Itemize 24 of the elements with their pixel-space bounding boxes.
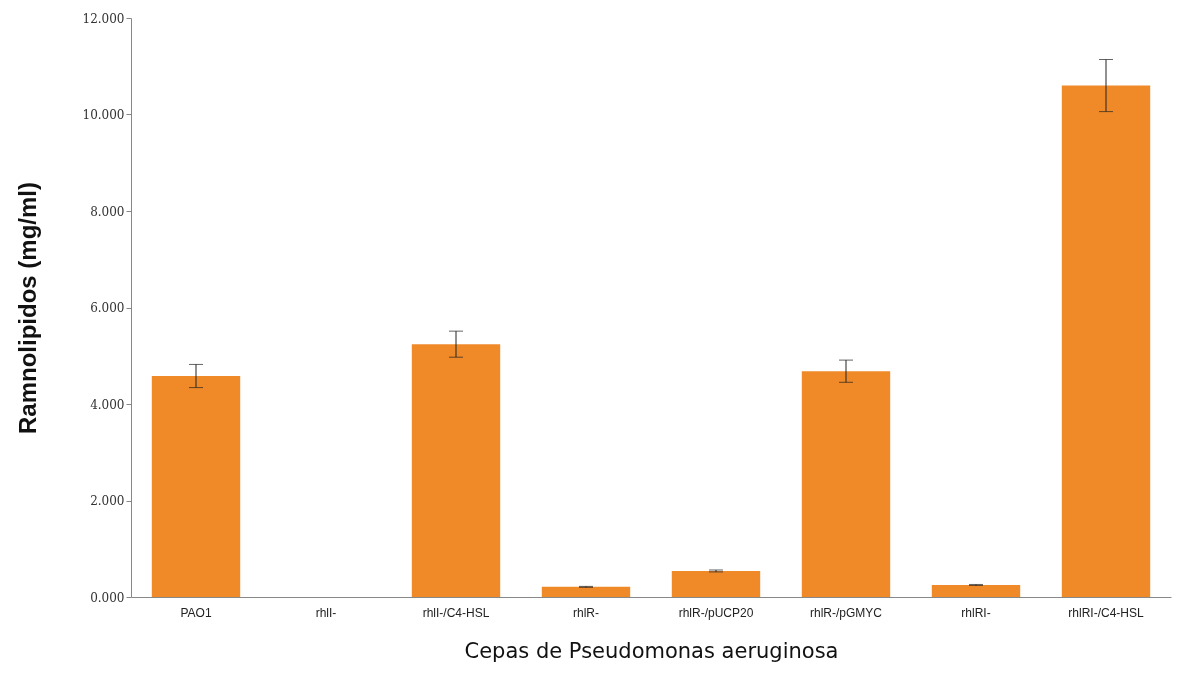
x-tick-label: rhlI- <box>315 605 337 620</box>
x-tick-label: rhlRI- <box>961 605 991 620</box>
x-axis-title: Cepas de Pseudomonas aeruginosa <box>464 638 839 663</box>
x-tick-label: rhlR-/pGMYC <box>809 605 883 620</box>
y-tick-label: 0.000 <box>90 590 125 605</box>
bar <box>411 344 501 597</box>
y-axis-title: Ramnolipidos (mg/ml) <box>13 182 41 434</box>
x-tick-label: rhlR-/pUCP20 <box>678 605 754 620</box>
bar <box>931 584 1021 597</box>
x-tick-label: rhlR- <box>573 605 599 620</box>
bar <box>671 570 761 597</box>
y-tick-label: 4.000 <box>90 397 125 412</box>
bar <box>151 376 241 597</box>
x-tick-label: rhlI-/C4-HSL <box>422 605 490 620</box>
bar <box>801 371 891 597</box>
x-tick-label: PAO1 <box>180 605 212 620</box>
y-tick-label: 8.000 <box>90 204 125 219</box>
bar <box>1061 85 1151 597</box>
x-tick-label: rhlRI-/C4-HSL <box>1068 605 1144 620</box>
y-tick-label: 6.000 <box>90 301 125 315</box>
y-tick-label: 2.000 <box>90 494 125 508</box>
y-tick-label: 10.000 <box>82 108 125 122</box>
y-tick-label: 12.000 <box>82 11 125 26</box>
bar <box>541 586 631 597</box>
